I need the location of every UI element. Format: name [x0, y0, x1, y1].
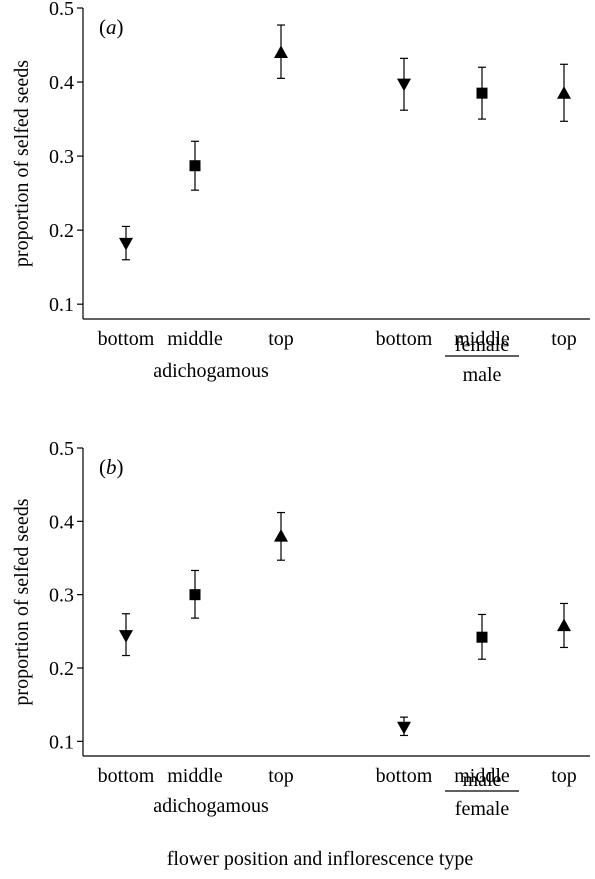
x-category-label: top — [268, 328, 294, 350]
x-category-label: bottom — [376, 328, 433, 350]
y-tick-label: 0.1 — [49, 731, 74, 753]
group-label-numerator: female — [455, 334, 510, 356]
y-tick-label: 0.3 — [49, 585, 74, 607]
y-tick-label: 0.2 — [49, 220, 74, 242]
y-tick-label: 0.2 — [49, 658, 74, 680]
x-category-label: top — [551, 328, 577, 350]
x-category-label: top — [268, 765, 294, 787]
data-point-triangle-up — [274, 529, 288, 542]
x-category-label: middle — [167, 765, 223, 787]
data-point-triangle-down — [397, 721, 411, 735]
group-label-numerator: male — [463, 769, 502, 791]
y-tick-label: 0.5 — [49, 438, 74, 460]
y-tick-label: 0.4 — [49, 511, 74, 533]
data-point-triangle-down — [397, 78, 411, 92]
data-point-square — [189, 160, 201, 172]
panel-label: (a) — [99, 15, 124, 39]
y-tick-label: 0.1 — [49, 294, 74, 316]
x-axis-label: flower position and inflorescence type — [167, 848, 474, 870]
x-category-label: bottom — [98, 328, 155, 350]
data-point-triangle-up — [274, 45, 288, 59]
data-point-square — [476, 631, 488, 643]
x-category-label: bottom — [98, 765, 155, 787]
y-tick-label: 0.5 — [49, 0, 74, 20]
y-axis-label: proportion of selfed seeds — [11, 498, 33, 705]
group-label-denominator: male — [463, 364, 502, 386]
data-point-triangle-up — [557, 618, 571, 632]
x-category-label: bottom — [376, 765, 433, 787]
data-point-square — [189, 589, 201, 601]
panel-b: 0.1 0.2 0.3 0.4 0.5 proportion of selfed seed… — [11, 438, 590, 820]
y-tick-label: 0.4 — [49, 72, 74, 94]
x-category-label: middle — [454, 328, 510, 350]
x-category-label: top — [551, 765, 577, 787]
data-point-triangle-up — [557, 86, 571, 99]
x-category-label: middle — [167, 328, 223, 350]
panel-label: (b) — [99, 455, 124, 479]
group-label: adichogamous — [153, 795, 269, 817]
panel-a: 0.1 0.2 0.3 0.4 0.5 proportion of selfed seed… — [11, 0, 590, 386]
y-tick-label: 0.3 — [49, 146, 74, 168]
group-label: adichogamous — [153, 360, 269, 382]
data-point-triangle-down — [119, 237, 133, 251]
y-axis-label: proportion of selfed seeds — [11, 60, 33, 267]
data-point-triangle-down — [119, 630, 133, 643]
group-label-denominator: female — [455, 798, 510, 820]
x-category-label: middle — [454, 765, 510, 787]
data-point-square — [476, 87, 488, 99]
